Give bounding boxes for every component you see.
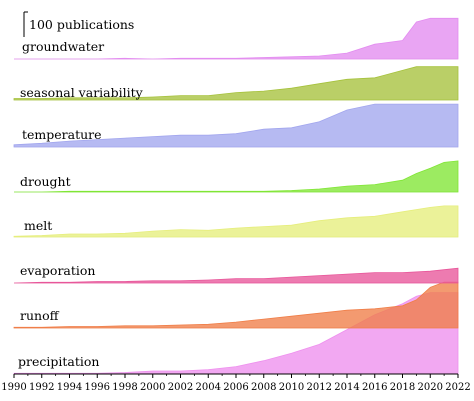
area-layer	[13, 17, 459, 375]
series-label-seasonal-variability: seasonal variability	[20, 85, 144, 100]
area-seasonal-variability	[13, 66, 459, 101]
x-tick-label: 1998	[112, 382, 137, 393]
series-label-evaporation: evaporation	[20, 263, 95, 278]
area-drought	[14, 160, 459, 193]
x-tick-label: 2016	[362, 382, 387, 393]
x-axis: 1990 1992 1994 1996 1998 2000 2002 2004 2006 2008…	[1, 373, 471, 393]
x-tick-label: 1996	[85, 382, 110, 393]
area-melt	[13, 205, 459, 238]
x-tick-label: 2022	[445, 382, 470, 393]
area-runoff	[13, 281, 459, 329]
series-label-runoff: runoff	[20, 308, 60, 323]
x-tick-label: 2002	[168, 382, 193, 393]
x-tick-label: 2012	[307, 382, 332, 393]
x-tick-label: 2020	[418, 382, 443, 393]
series-label-groundwater: groundwater	[22, 39, 104, 54]
series-label-temperature: temperature	[22, 127, 102, 142]
area-evaporation	[13, 267, 459, 284]
x-tick-label: 2014	[334, 382, 359, 393]
x-tick-label: 2006	[223, 382, 248, 393]
x-tick-label: 1994	[57, 382, 82, 393]
x-tick-label: 1992	[29, 382, 54, 393]
x-tick-label: 1990	[1, 382, 26, 393]
area-temperature	[13, 103, 459, 148]
scale-bar: 100 publications	[23, 11, 134, 37]
series-label-melt: melt	[24, 218, 52, 233]
x-tick-label: 2004	[196, 382, 221, 393]
area-groundwater	[14, 17, 459, 60]
series-label-precipitation: precipitation	[18, 354, 99, 369]
x-tick-label: 2008	[251, 382, 276, 393]
series-label-drought: drought	[20, 174, 71, 189]
label-layer: groundwater seasonal variability temperatu…	[18, 39, 144, 369]
x-tick-label: 2000	[140, 382, 165, 393]
x-tick-label: 2010	[279, 382, 304, 393]
x-tick-label: 2018	[390, 382, 415, 393]
scale-bar-label: 100 publications	[29, 17, 134, 32]
